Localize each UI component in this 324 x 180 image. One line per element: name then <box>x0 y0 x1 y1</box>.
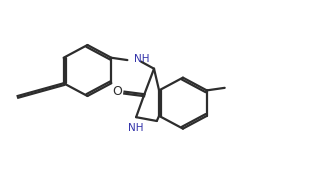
Text: NH: NH <box>128 123 143 132</box>
Text: O: O <box>112 85 122 98</box>
Text: NH: NH <box>134 54 150 64</box>
